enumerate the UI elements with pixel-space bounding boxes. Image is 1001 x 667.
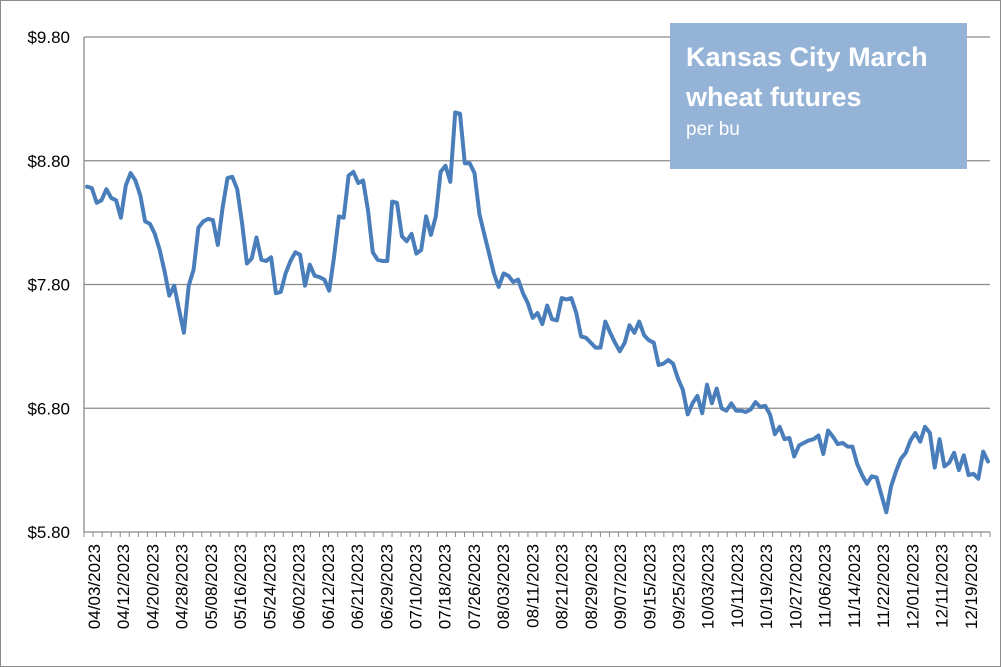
x-tick-label: 12/01/2023 bbox=[903, 544, 922, 629]
x-tick-label: 06/21/2023 bbox=[348, 544, 367, 629]
x-tick-label: 12/11/2023 bbox=[933, 544, 952, 628]
y-tick-label: $9.80 bbox=[27, 28, 70, 47]
y-tick-label: $5.80 bbox=[27, 523, 70, 542]
x-tick-label: 05/16/2023 bbox=[231, 544, 250, 629]
y-axis-ticks: $5.80 $6.80 $7.80 $8.80 $9.80 bbox=[27, 28, 70, 542]
x-tick-label: 09/25/2023 bbox=[670, 544, 689, 629]
x-tick-label: 08/11/2023 bbox=[523, 544, 542, 628]
x-tick-label: 11/22/2023 bbox=[874, 544, 893, 628]
x-axis-ticks: 04/03/2023 04/12/2023 04/20/2023 04/28/2023… bbox=[83, 532, 991, 629]
x-tick-label: 06/29/2023 bbox=[377, 544, 396, 629]
x-tick-label: 04/12/2023 bbox=[114, 544, 133, 629]
x-tick-label: 08/21/2023 bbox=[553, 544, 572, 629]
x-tick-label: 07/26/2023 bbox=[465, 544, 484, 629]
x-tick-label: 05/08/2023 bbox=[202, 544, 221, 629]
x-tick-label: 10/27/2023 bbox=[786, 544, 805, 629]
x-tick-label: 11/06/2023 bbox=[816, 544, 835, 628]
x-tick-label: 08/03/2023 bbox=[494, 544, 513, 629]
x-tick-label: 08/29/2023 bbox=[582, 544, 601, 629]
x-tick-label: 04/20/2023 bbox=[143, 544, 162, 629]
x-tick-label: 10/11/2023 bbox=[728, 544, 747, 628]
x-tick-label: 10/03/2023 bbox=[699, 544, 718, 629]
y-tick-label: $7.80 bbox=[27, 276, 70, 295]
x-tick-label: 07/18/2023 bbox=[436, 544, 455, 629]
x-tick-label: 09/15/2023 bbox=[640, 544, 659, 629]
x-tick-label: 04/03/2023 bbox=[85, 544, 104, 629]
x-tick-label: 12/19/2023 bbox=[962, 544, 981, 629]
x-tick-label: 10/19/2023 bbox=[757, 544, 776, 629]
x-tick-label: 06/12/2023 bbox=[319, 544, 338, 629]
series-line bbox=[85, 110, 990, 515]
x-tick-label: 05/24/2023 bbox=[260, 544, 279, 629]
chart-title: Kansas City March wheat futures bbox=[686, 42, 928, 112]
x-tick-label: 11/14/2023 bbox=[845, 544, 864, 628]
x-tick-label: 04/28/2023 bbox=[173, 544, 192, 629]
x-tick-label: 06/02/2023 bbox=[290, 544, 309, 629]
series-group bbox=[85, 110, 990, 515]
y-tick-label: $6.80 bbox=[27, 399, 70, 418]
chart-subtitle: per bu bbox=[686, 119, 740, 140]
x-tick-label: 09/07/2023 bbox=[611, 544, 630, 629]
chart-title-box: Kansas City March wheat futures per bu bbox=[670, 23, 967, 169]
x-tick-label: 07/10/2023 bbox=[406, 544, 425, 629]
y-tick-label: $8.80 bbox=[27, 152, 70, 171]
